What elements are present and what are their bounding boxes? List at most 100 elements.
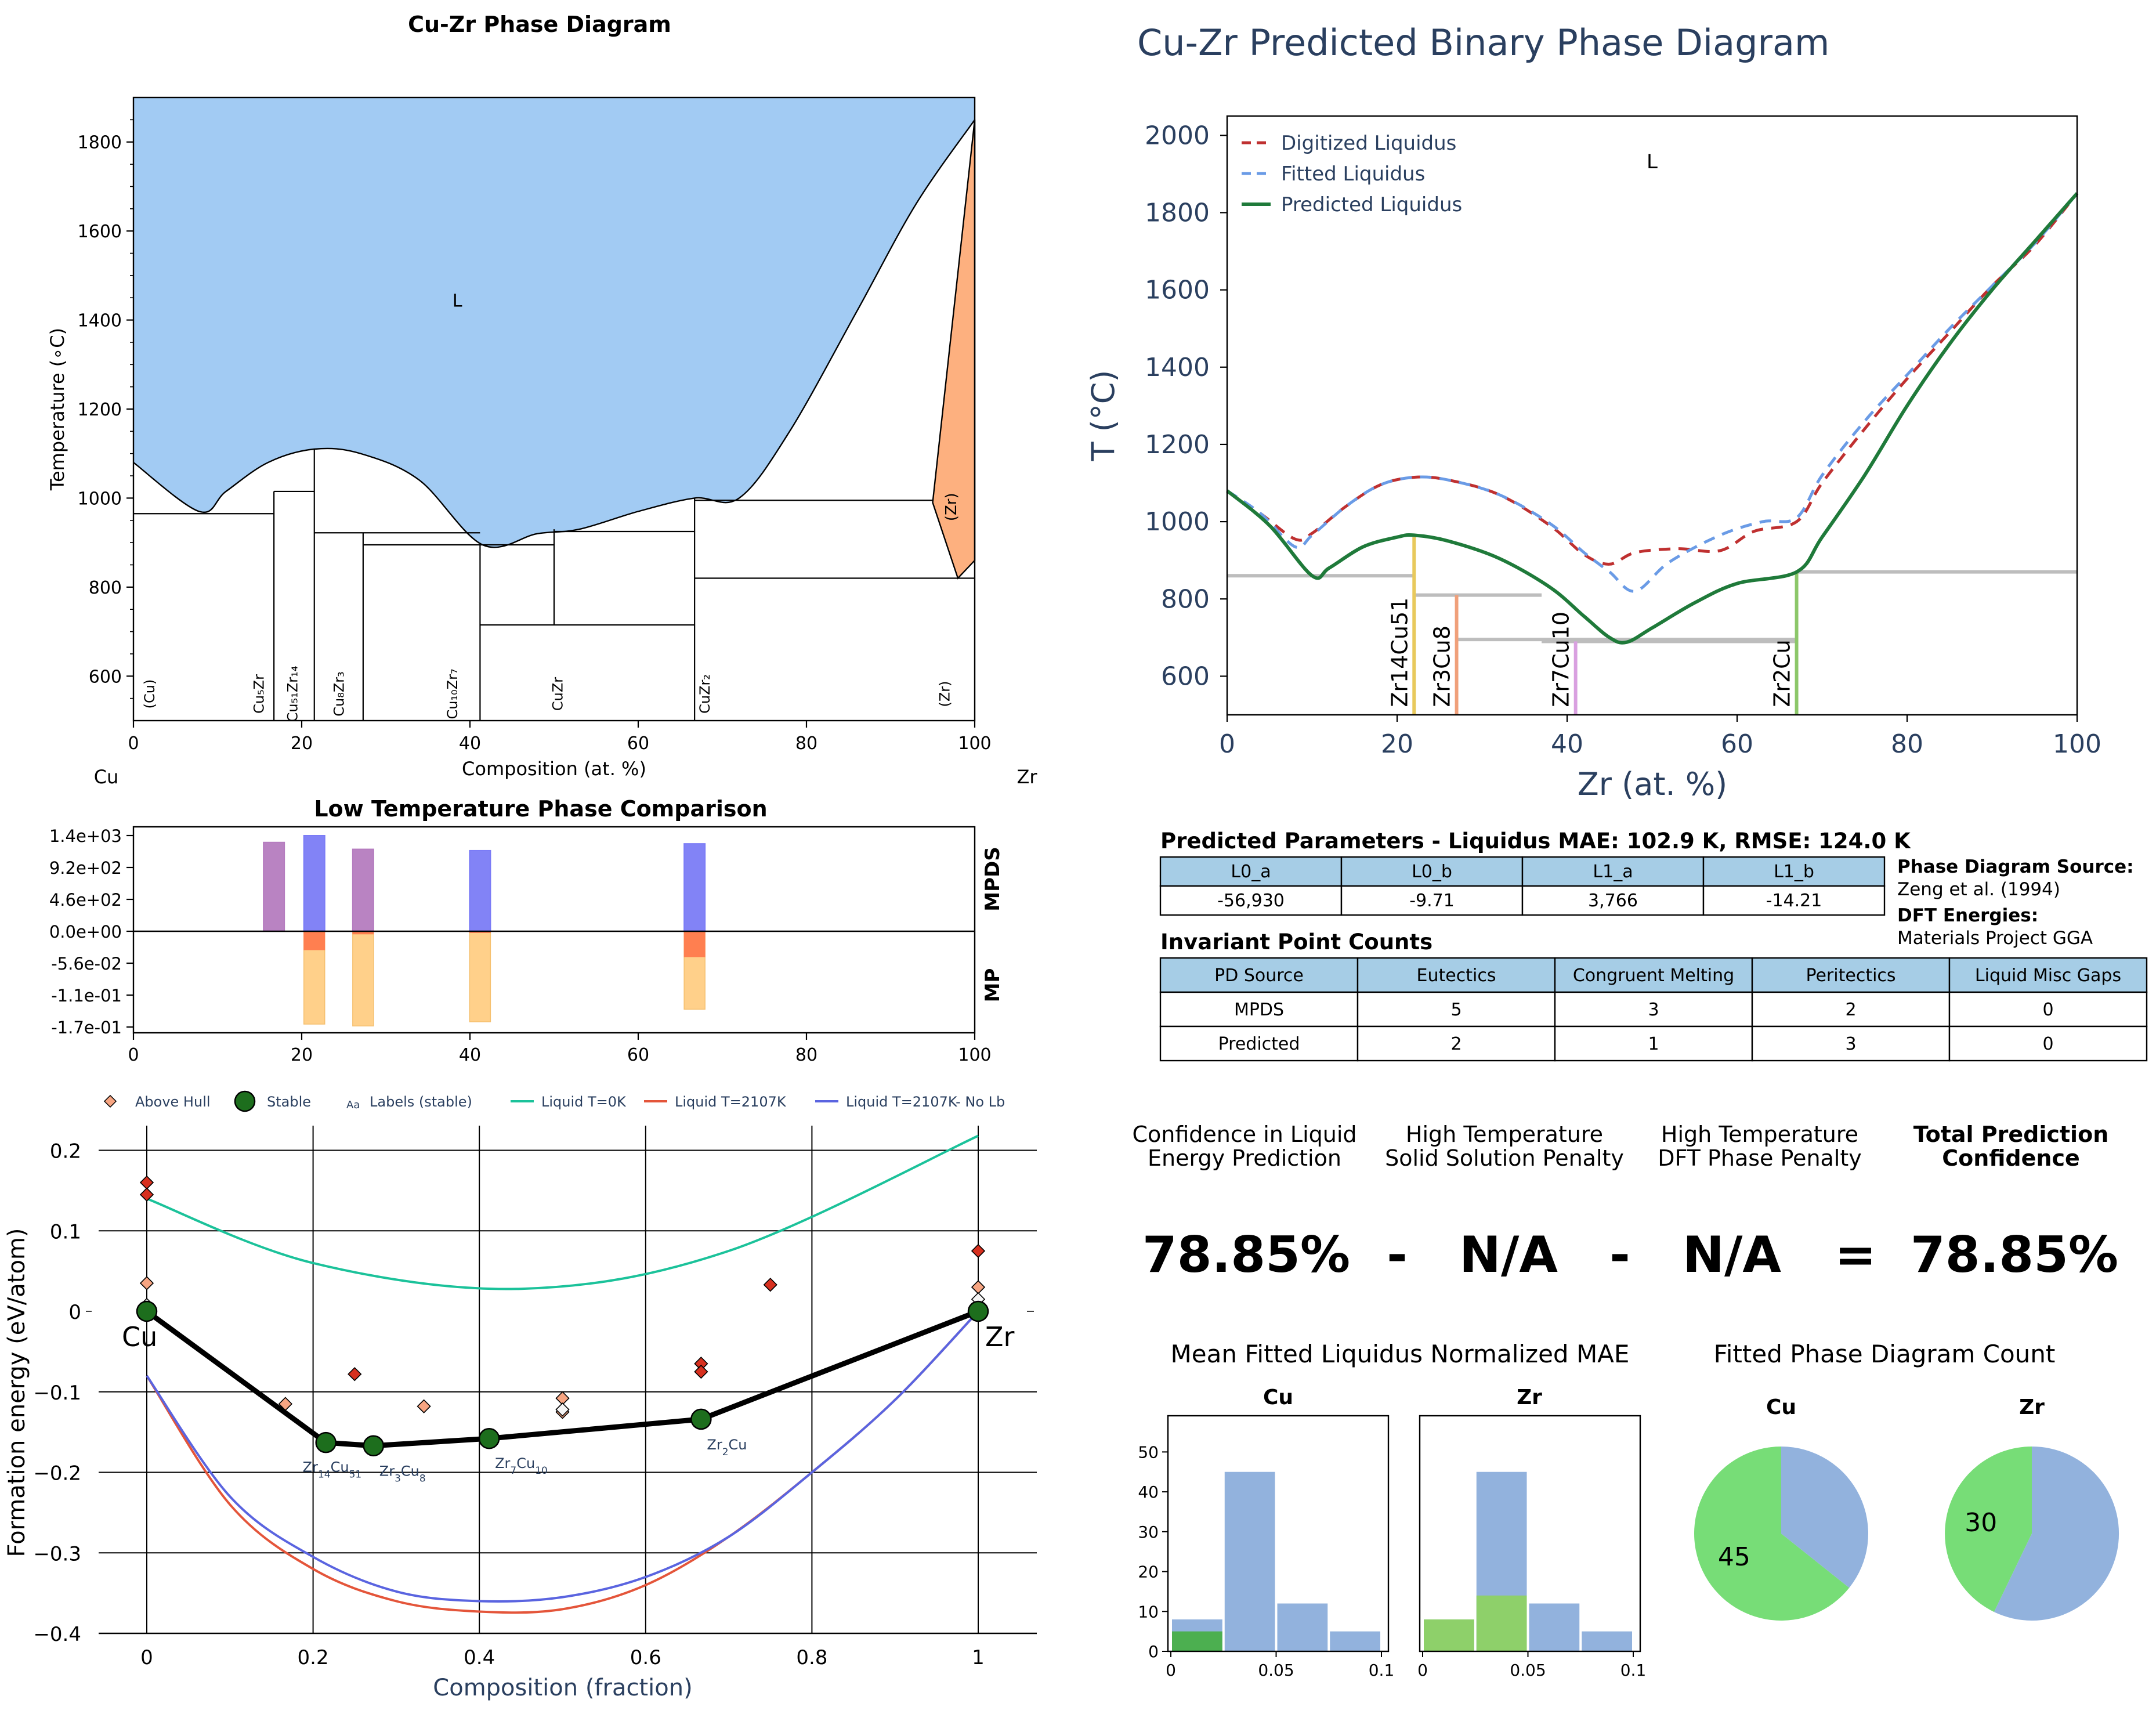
phase-diagram-y-ticks: 600 800 1000 1200 1400 1600 1800 bbox=[78, 119, 133, 699]
mae-hist-zr-title: Zr bbox=[1517, 1386, 1542, 1409]
invariant-cell-text: 3 bbox=[1845, 1034, 1856, 1054]
params-value-text: -56,930 bbox=[1217, 891, 1285, 911]
conf-col1-line2: Energy Prediction bbox=[1148, 1145, 1341, 1171]
conf-op-3: = bbox=[1835, 1226, 1876, 1284]
y-tick-label: 600 bbox=[1161, 661, 1210, 691]
y-tick-label: 0.1 bbox=[50, 1220, 81, 1243]
formation-energy-x-ticks: 0 0.2 0.4 0.6 0.8 1 bbox=[140, 1646, 985, 1669]
mp-side-label: MP bbox=[981, 968, 1004, 1003]
hist-bar-green bbox=[1172, 1631, 1222, 1651]
low-temp-panel: Low Temperature Phase Comparison 1.4e+03… bbox=[49, 796, 1004, 1065]
legend-stable-marker bbox=[234, 1090, 256, 1112]
invariant-header-cell bbox=[1948, 957, 2148, 993]
phase-diagram-title: Cu-Zr Phase Diagram bbox=[408, 12, 671, 37]
pie-plot: 45 30 bbox=[1694, 1447, 2119, 1621]
phase-diagram-panel: Cu-Zr Phase Diagram (Zr) L (Cu) Cu₅Zr Cu₅₁Zr… bbox=[46, 12, 1037, 788]
params-value-cell bbox=[1521, 885, 1705, 916]
invariant-cell bbox=[1948, 1025, 2148, 1062]
liquid-region bbox=[133, 97, 975, 548]
liquid-0k-curve bbox=[146, 1134, 979, 1290]
hist-x-tick-label: 0 bbox=[1166, 1661, 1176, 1680]
x-tick-label: 0 bbox=[128, 733, 139, 754]
formation-energy-legend: Above Hull Stable Aa Labels (stable) Liquid … bbox=[103, 1090, 1005, 1112]
formation-energy-ylabel: Formation energy (eV/atom) bbox=[3, 1228, 30, 1557]
legend-liquid-nolb-label: Liquid T=2107K- No Lb bbox=[846, 1094, 1005, 1110]
hist-y-tick-label: 40 bbox=[1138, 1482, 1159, 1502]
params-value-text: -14.21 bbox=[1766, 891, 1822, 911]
compound-label: Zr3Cu8 bbox=[1430, 625, 1455, 707]
predicted-pd-legend: Digitized Liquidus Fitted Liquidus Predict… bbox=[1242, 132, 1462, 216]
phase-label: Cu₅₁Zr₁₄ bbox=[285, 666, 301, 722]
above-hull-point bbox=[971, 1243, 986, 1259]
phase-label: (Cu) bbox=[142, 679, 158, 709]
params-header-text: L1_b bbox=[1774, 862, 1814, 882]
y-tick-label: 4.6e+02 bbox=[49, 890, 122, 910]
compound-label: Zr14Cu51 bbox=[1387, 598, 1412, 707]
pd-source-label: Phase Diagram Source: bbox=[1897, 856, 2134, 877]
invariant-table: Invariant Point Counts PD Source Eutectic… bbox=[1159, 930, 2148, 1062]
end-label-zr: Zr bbox=[985, 1321, 1015, 1353]
x-tick-label: 60 bbox=[627, 733, 649, 754]
stable-compound-label: Zr7Cu10 bbox=[495, 1455, 548, 1477]
invariant-cell-text: 0 bbox=[2042, 1034, 2053, 1054]
phase-diagram-ylabel: Temperature (∘C) bbox=[46, 328, 68, 491]
stable-point bbox=[967, 1300, 989, 1322]
mpds-bar bbox=[303, 835, 325, 932]
stable-point bbox=[690, 1408, 712, 1430]
y-tick-label: 800 bbox=[1161, 584, 1210, 614]
predicted-pd-ylabel: T (°C) bbox=[1085, 370, 1122, 462]
x-tick-label: 0.8 bbox=[796, 1646, 827, 1669]
above-hull-point bbox=[139, 1175, 154, 1190]
conf-col4-line2: Confidence bbox=[1942, 1145, 2080, 1171]
hist-bar bbox=[1224, 1471, 1275, 1651]
phase-diagram-xlabel: Composition (at. %) bbox=[462, 758, 646, 780]
phase-label: Cu₅Zr bbox=[251, 674, 267, 714]
conf-value-4: 78.85% bbox=[1911, 1226, 2118, 1284]
legend-liquid-0k-label: Liquid T=0K bbox=[541, 1094, 627, 1110]
y-tick-label: −0.2 bbox=[33, 1462, 81, 1485]
above-hull-point bbox=[971, 1280, 986, 1294]
invariant-cell-text: 1 bbox=[1648, 1034, 1659, 1054]
mp-bar-highlight bbox=[683, 931, 706, 957]
above-hull-point bbox=[694, 1364, 708, 1379]
y-tick-label: 1400 bbox=[78, 311, 122, 331]
y-tick-label: 9.2e+02 bbox=[49, 858, 122, 878]
convex-hull-line bbox=[145, 1308, 979, 1449]
hist-y-tick-label: 20 bbox=[1138, 1563, 1159, 1582]
legend-fitted-liquidus-label: Fitted Liquidus bbox=[1281, 162, 1425, 186]
hist-y-tick-label: 50 bbox=[1138, 1442, 1159, 1462]
pie-slice-green bbox=[1945, 1447, 2032, 1612]
params-header-cell bbox=[1702, 856, 1886, 887]
phase-label: (Zr) bbox=[937, 681, 953, 707]
endpoint-label-zr: Zr bbox=[1016, 766, 1037, 788]
hist-x-tick-label: 0.05 bbox=[1510, 1661, 1546, 1680]
y-tick-label: 800 bbox=[89, 578, 122, 598]
x-tick-label: 0.4 bbox=[464, 1646, 495, 1669]
params-value-text: 3,766 bbox=[1588, 891, 1638, 911]
mpds-bar bbox=[469, 849, 491, 932]
params-value-text: -9.71 bbox=[1409, 891, 1455, 911]
pd-count-title: Fitted Phase Diagram Count bbox=[1714, 1340, 2056, 1368]
conf-value-3: N/A bbox=[1683, 1226, 1781, 1284]
x-tick-label: 60 bbox=[627, 1045, 649, 1065]
y-tick-label: 0 bbox=[68, 1301, 81, 1324]
above-hull-point bbox=[139, 1276, 154, 1290]
y-tick-label: 1800 bbox=[1145, 198, 1210, 227]
invariant-cell-text: 2 bbox=[1450, 1034, 1462, 1054]
params-value-cell bbox=[1340, 885, 1524, 916]
legend-predicted-liquidus-label: Predicted Liquidus bbox=[1281, 193, 1462, 216]
hist-frame bbox=[1419, 1415, 1641, 1652]
params-table-title: Predicted Parameters - Liquidus MAE: 102… bbox=[1160, 829, 1911, 854]
invariant-cell bbox=[1159, 1025, 1359, 1062]
digitized-liquidus-curve bbox=[1226, 192, 2078, 566]
low-temp-frame bbox=[132, 826, 976, 1034]
y-tick-label: −0.1 bbox=[33, 1382, 81, 1405]
confidence-section: Confidence in Liquid Energy Prediction H… bbox=[1132, 1122, 2118, 1284]
mpds-bar bbox=[352, 848, 374, 932]
stable-point bbox=[136, 1300, 158, 1322]
compound-label: Zr2Cu bbox=[1770, 639, 1795, 707]
formation-energy-panel: Above Hull Stable Aa Labels (stable) Liquid … bbox=[3, 1090, 1037, 1701]
hist-x-tick-label: 0.1 bbox=[1620, 1661, 1647, 1680]
y-tick-label: -5.6e-02 bbox=[51, 954, 122, 974]
x-tick-label: 80 bbox=[1891, 729, 1923, 759]
